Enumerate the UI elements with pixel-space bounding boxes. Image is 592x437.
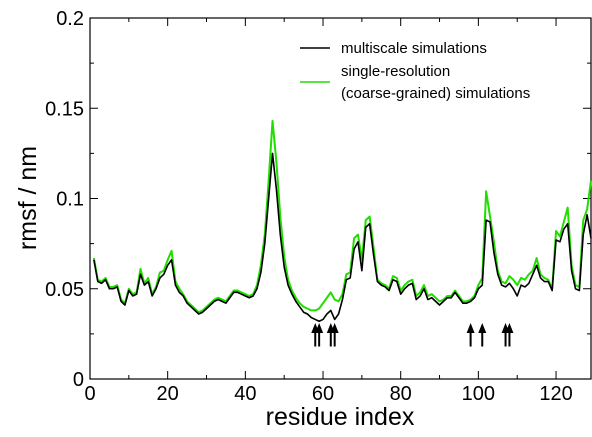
up-arrow: [505, 323, 514, 347]
x-tick-label: 100: [462, 383, 495, 405]
annotation-arrows: [311, 323, 514, 347]
y-axis-ticks: 0 0.05 0.1 0.15 0.2: [45, 8, 591, 391]
y-tick-label: 0.2: [56, 8, 84, 30]
y-tick-label: 0.15: [45, 98, 84, 120]
y-tick-label: 0: [73, 369, 84, 391]
y-tick-label: 0.05: [45, 279, 84, 301]
up-arrow: [478, 323, 487, 347]
x-tick-label: 20: [157, 383, 179, 405]
legend-label-single-resolution-line-1: single-resolution: [341, 63, 450, 80]
arrow-head: [330, 323, 339, 334]
y-tick-label: 0.1: [56, 189, 84, 211]
x-axis-title: residue index: [266, 403, 415, 431]
legend: multiscale simulations single-resolution…: [300, 40, 530, 102]
y-axis-title: rmsf / nm: [14, 146, 42, 250]
x-tick-label: 80: [390, 383, 412, 405]
series-line-multiscale: [93, 152, 592, 323]
x-tick-label: 40: [234, 383, 256, 405]
arrow-head: [466, 323, 475, 334]
x-axis-ticks: 0 20 40 60 80 100 120: [84, 18, 573, 405]
legend-label-single-resolution-line-2: (coarse-grained) simulations: [341, 85, 530, 102]
up-arrow: [330, 323, 339, 347]
arrow-head: [315, 323, 324, 334]
arrow-head: [478, 323, 487, 334]
arrow-head: [505, 323, 514, 334]
up-arrow: [315, 323, 324, 347]
up-arrow: [466, 323, 475, 347]
x-tick-label: 120: [539, 383, 572, 405]
x-tick-label: 60: [312, 383, 334, 405]
x-tick-label: 0: [84, 383, 95, 405]
series-line-single-resolution: [92, 119, 592, 314]
series-layer: [92, 119, 592, 323]
legend-label-multiscale: multiscale simulations: [341, 40, 487, 57]
